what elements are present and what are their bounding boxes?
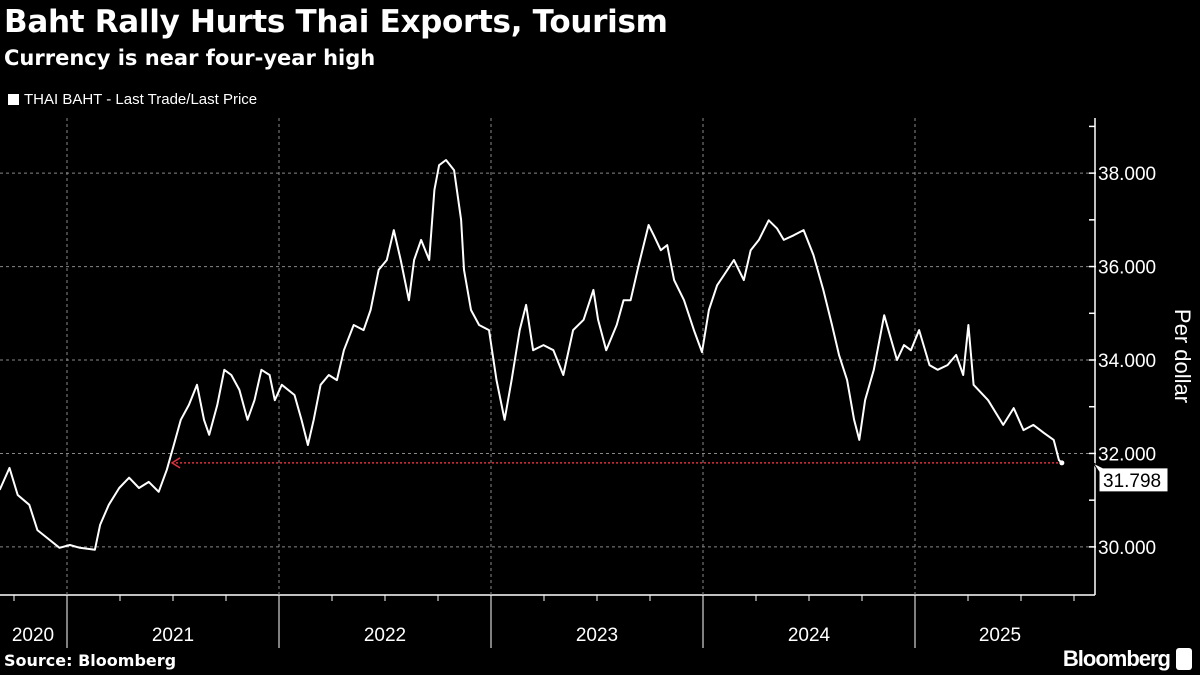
- x-tick-label: 2023: [576, 625, 618, 646]
- reference-arrow-icon: [170, 457, 181, 469]
- legend-label: THAI BAHT - Last Trade/Last Price: [24, 91, 258, 108]
- x-tick-label: 2022: [364, 625, 406, 646]
- legend-swatch: [8, 94, 19, 105]
- legend: THAI BAHT - Last Trade/Last Price: [8, 91, 257, 108]
- bloomberg-mark-icon: [1176, 648, 1192, 670]
- series-line: [0, 159, 1063, 551]
- y-tick-label: 30.000: [1098, 538, 1156, 559]
- last-value-label: 31.798: [1103, 471, 1161, 492]
- y-tick-label: 32.000: [1098, 444, 1156, 465]
- x-tick-label: 2024: [788, 625, 831, 646]
- x-tick-label: 2025: [979, 625, 1021, 646]
- x-tick-label: 2021: [152, 625, 194, 646]
- brand-name: Bloomberg: [1062, 646, 1171, 671]
- x-tick-label: 2020: [12, 625, 54, 646]
- last-point-marker: [1059, 460, 1065, 466]
- y-tick-label: 34.000: [1098, 351, 1156, 372]
- source-note: Source: Bloomberg: [4, 651, 177, 670]
- y-tick-label: 36.000: [1098, 258, 1156, 279]
- y-axis-label: Per dollar: [1170, 309, 1195, 403]
- chart-subtitle: Currency is near four-year high: [4, 46, 376, 70]
- bloomberg-logo: Bloomberg: [1063, 646, 1192, 672]
- last-value-tag: [1091, 461, 1169, 493]
- y-tick-label: 38.000: [1098, 164, 1156, 185]
- chart-title: Baht Rally Hurts Thai Exports, Tourism: [4, 4, 668, 40]
